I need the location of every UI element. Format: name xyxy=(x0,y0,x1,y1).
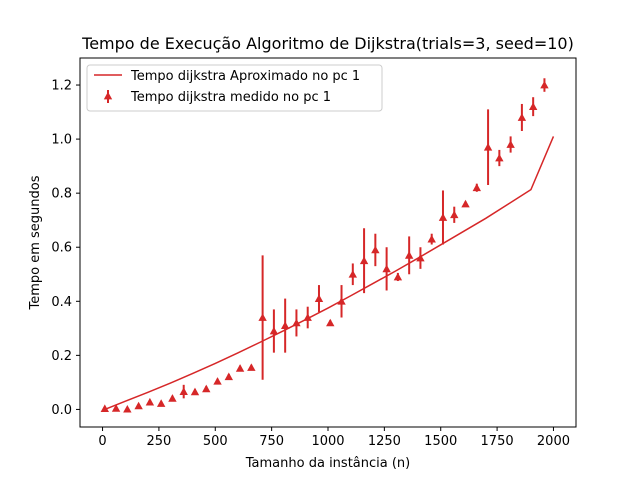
data-point xyxy=(382,264,391,273)
y-tick-label: 1.2 xyxy=(51,79,72,94)
data-point xyxy=(168,394,177,402)
data-point xyxy=(314,294,324,302)
x-tick-label: 1500 xyxy=(424,434,457,449)
y-axis: 0.0 0.2 0.4 0.6 0.8 1.0 1.2 xyxy=(51,79,80,418)
x-tick-label: 750 xyxy=(259,434,284,449)
data-point xyxy=(247,363,256,371)
x-tick-label: 1250 xyxy=(368,434,401,449)
data-point xyxy=(438,213,448,221)
data-point xyxy=(359,256,369,265)
data-point xyxy=(269,326,279,335)
data-point xyxy=(190,387,200,396)
legend-marker-swatch xyxy=(103,90,113,103)
data-point xyxy=(450,210,459,219)
data-point xyxy=(371,245,380,254)
data-point xyxy=(100,404,109,412)
y-tick-label: 0.8 xyxy=(51,187,72,202)
data-point xyxy=(303,313,312,321)
data-point xyxy=(326,318,335,327)
data-point xyxy=(393,272,403,281)
data-point xyxy=(472,183,481,192)
data-point xyxy=(280,321,290,329)
data-point xyxy=(416,253,425,262)
data-point xyxy=(348,270,357,278)
y-axis-label: Tempo em segundos xyxy=(28,175,43,310)
x-tick-label: 500 xyxy=(203,434,228,449)
data-point xyxy=(213,377,222,385)
data-point xyxy=(224,372,233,381)
data-point xyxy=(258,313,267,321)
data-point xyxy=(337,297,346,305)
data-point xyxy=(427,234,436,243)
x-tick-label: 250 xyxy=(146,434,171,449)
data-point xyxy=(404,251,414,259)
x-tick-label: 1000 xyxy=(311,434,344,449)
legend-label-approx: Tempo dijkstra Aproximado no pc 1 xyxy=(130,69,360,84)
x-tick-label: 2000 xyxy=(537,434,570,449)
chart-title: Tempo de Execução Algoritmo de Dijkstra(… xyxy=(81,34,574,53)
y-tick-label: 1.0 xyxy=(51,133,72,148)
y-tick-label: 0.0 xyxy=(51,403,72,418)
x-tick-label: 0 xyxy=(98,434,106,449)
data-point xyxy=(517,113,527,121)
data-point xyxy=(483,143,493,151)
x-tick-label: 1750 xyxy=(481,434,514,449)
data-point xyxy=(123,404,132,413)
legend-triangle xyxy=(103,91,113,100)
data-point xyxy=(111,404,121,412)
data-point xyxy=(528,102,538,111)
x-axis-label: Tamanho da instância (n) xyxy=(245,456,410,471)
legend: Tempo dijkstra Aproximado no pc 1 Tempo … xyxy=(86,64,383,112)
data-point xyxy=(506,140,515,148)
data-point xyxy=(292,318,301,327)
data-point xyxy=(156,399,166,407)
series-line-approx xyxy=(104,136,555,411)
x-axis: 0 250 500 750 1000 1250 1500 1750 2000 xyxy=(98,427,570,449)
data-point xyxy=(540,80,549,89)
legend-box xyxy=(86,64,383,112)
data-point xyxy=(202,384,211,393)
legend-label-measured: Tempo dijkstra medido no pc 1 xyxy=(130,90,331,105)
data-point xyxy=(461,199,470,208)
data-point xyxy=(495,153,504,162)
y-tick-label: 0.4 xyxy=(51,295,72,310)
data-point xyxy=(179,387,188,395)
data-point xyxy=(134,401,143,410)
plot-area xyxy=(100,78,555,413)
data-point xyxy=(145,397,155,406)
data-point xyxy=(235,364,245,372)
y-tick-label: 0.2 xyxy=(51,349,72,364)
y-tick-label: 0.6 xyxy=(51,241,72,256)
